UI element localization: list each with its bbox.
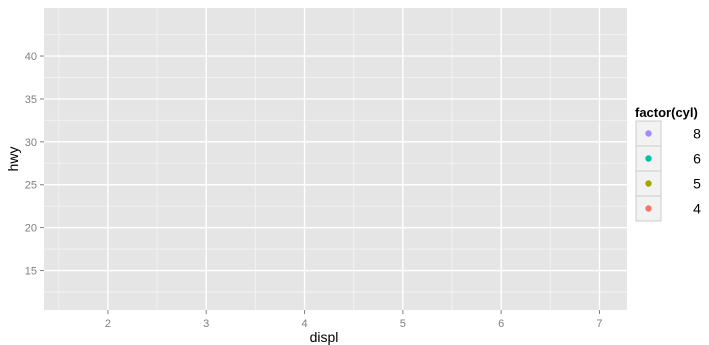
y-tick-label: 35 xyxy=(25,94,37,106)
legend-point xyxy=(645,180,652,187)
plot-panel xyxy=(44,8,627,310)
x-axis-title: displ xyxy=(310,329,339,345)
x-tick-label: 3 xyxy=(203,318,209,330)
legend-label: 5 xyxy=(693,176,701,192)
x-tick-label: 6 xyxy=(498,318,504,330)
y-tick-label: 20 xyxy=(25,223,37,235)
x-axis: 2 3 4 5 6 7 xyxy=(105,310,603,330)
major-grid xyxy=(44,8,627,310)
legend-title: factor(cyl) xyxy=(635,105,698,120)
minor-grid xyxy=(44,8,627,310)
legend-point xyxy=(645,205,652,212)
y-tick-label: 40 xyxy=(25,51,37,63)
x-tick-label: 2 xyxy=(105,318,111,330)
y-tick-label: 15 xyxy=(25,266,37,278)
legend-label: 8 xyxy=(693,126,701,142)
legend: factor(cyl) 8 6 5 4 xyxy=(635,105,701,222)
x-tick-label: 4 xyxy=(301,318,307,330)
legend-label: 4 xyxy=(693,201,701,217)
y-tick-label: 25 xyxy=(25,180,37,192)
x-tick-label: 5 xyxy=(400,318,406,330)
legend-point xyxy=(645,155,652,162)
y-tick-label: 30 xyxy=(25,137,37,149)
y-axis: 15 20 25 30 35 40 xyxy=(25,51,44,278)
legend-label: 6 xyxy=(693,151,701,167)
legend-entries: 8 6 5 4 xyxy=(635,120,701,222)
legend-point xyxy=(645,130,652,137)
y-axis-title: hwy xyxy=(5,147,21,172)
x-tick-label: 7 xyxy=(596,318,602,330)
legend-key xyxy=(635,120,662,147)
